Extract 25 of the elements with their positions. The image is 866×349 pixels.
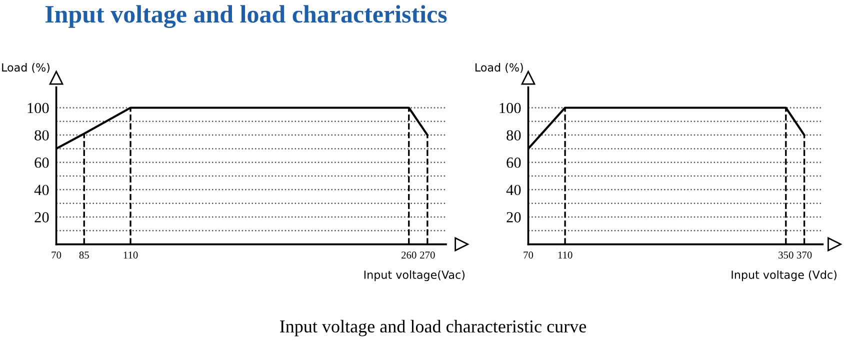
- y-axis-title: Load (%): [476, 63, 523, 73]
- chart-title: Input voltage and load characteristics: [45, 5, 447, 28]
- y-tick-label: 40: [34, 184, 49, 196]
- text: Input voltage and load characteristic curve: [280, 320, 586, 336]
- x-tick-label: 350: [778, 252, 794, 259]
- y-tick-label: 80: [506, 130, 521, 140]
- x-tick-label: 85: [79, 252, 89, 259]
- y-axis-title: Load (%): [2, 63, 50, 73]
- x-tick-label: 260: [402, 252, 416, 259]
- y-tick-label: 20: [34, 212, 49, 222]
- y-tick-label: 60: [34, 158, 49, 168]
- y-tick-label: 80: [34, 130, 49, 140]
- y-tick-label: 20: [506, 212, 521, 222]
- x-axis-title: Input voltage (Vdc): [732, 270, 836, 282]
- x-tick-label: 270: [420, 252, 435, 259]
- x-tick-label: 70: [52, 252, 62, 259]
- y-tick-label: 40: [506, 184, 521, 196]
- x-tick-label: 370: [796, 252, 812, 259]
- y-tick-label: 100: [500, 102, 521, 114]
- x-axis-title: Input voltage(Vac): [364, 270, 465, 282]
- x-tick-label: 110: [124, 252, 138, 259]
- y-tick-label: 60: [506, 158, 521, 168]
- x-tick-label: 110: [558, 252, 572, 259]
- y-tick-label: 100: [28, 102, 49, 114]
- x-tick-label: 70: [524, 252, 534, 259]
